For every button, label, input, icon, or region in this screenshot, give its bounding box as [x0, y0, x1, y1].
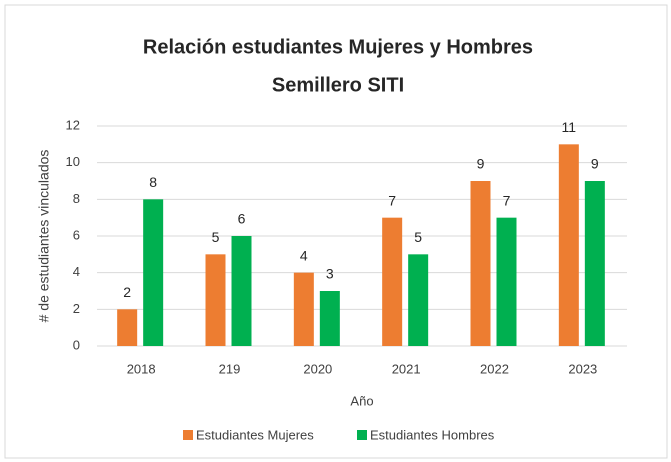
bar — [293, 272, 314, 346]
bar — [117, 309, 138, 346]
bar — [231, 236, 252, 346]
x-tick-label: 2023 — [568, 361, 597, 376]
legend-label: Estudiantes Hombres — [370, 427, 495, 442]
x-tick-label: 2018 — [127, 361, 156, 376]
data-label: 7 — [503, 192, 511, 208]
data-label: 5 — [212, 229, 220, 245]
legend-label: Estudiantes Mujeres — [196, 427, 314, 442]
chart-title: Semillero SITI — [272, 74, 404, 96]
y-tick-label: 12 — [66, 117, 80, 132]
y-tick-label: 10 — [66, 154, 80, 169]
chart-title: Relación estudiantes Mujeres y Hombres — [143, 36, 533, 58]
data-label: 6 — [238, 211, 246, 227]
data-label: 5 — [414, 229, 422, 245]
legend-swatch — [183, 430, 193, 440]
x-tick-label: 2022 — [480, 361, 509, 376]
data-label: 9 — [477, 156, 485, 172]
bar — [382, 217, 403, 346]
bar — [205, 254, 226, 346]
data-label: 3 — [326, 266, 334, 282]
bar — [408, 254, 429, 346]
data-label: 7 — [388, 192, 396, 208]
legend-swatch — [357, 430, 367, 440]
data-label: 4 — [300, 247, 308, 263]
bar — [319, 291, 340, 346]
bar — [496, 217, 517, 346]
x-tick-label: 219 — [219, 361, 241, 376]
y-tick-label: 4 — [73, 264, 80, 279]
x-tick-label: 2021 — [392, 361, 421, 376]
data-label: 2 — [123, 284, 131, 300]
y-tick-label: 8 — [73, 191, 80, 206]
bar — [558, 144, 579, 346]
chart-border — [4, 4, 668, 459]
bar — [584, 181, 605, 346]
data-label: 11 — [562, 119, 577, 135]
y-axis-title: # de estudiantes vinculados — [36, 150, 52, 323]
bar — [470, 181, 491, 346]
data-label: 9 — [591, 156, 599, 172]
y-tick-label: 6 — [73, 227, 80, 242]
bar — [143, 199, 164, 346]
x-axis-title: Año — [350, 393, 373, 408]
x-tick-label: 2020 — [303, 361, 332, 376]
y-tick-label: 0 — [73, 337, 80, 352]
data-label: 8 — [149, 174, 157, 190]
y-tick-label: 2 — [73, 301, 80, 316]
